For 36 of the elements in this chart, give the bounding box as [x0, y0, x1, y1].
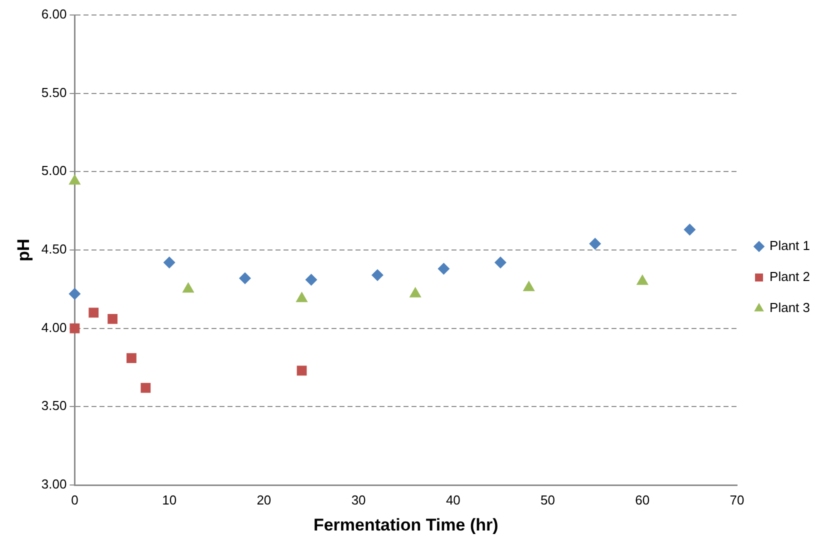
- point: [68, 288, 81, 300]
- x-tick-label: 50: [540, 492, 556, 508]
- point: [163, 256, 176, 269]
- y-tick-label: 3.00: [41, 476, 67, 492]
- x-tick-label: 20: [256, 492, 272, 508]
- y-tick-label: 6.00: [41, 6, 67, 22]
- point: [494, 256, 506, 269]
- point: [438, 262, 450, 275]
- point: [239, 272, 252, 284]
- x-tick-label: 40: [446, 492, 460, 508]
- x-tick-label: 60: [635, 492, 650, 508]
- y-tick-label: 4.50: [41, 242, 67, 257]
- point: [684, 224, 696, 236]
- point: [296, 366, 307, 376]
- legend-label: Plant 3: [770, 300, 810, 316]
- y-tick-label: 3.50: [41, 398, 67, 414]
- point: [140, 382, 151, 393]
- x-tick-label: 70: [730, 492, 744, 508]
- point: [371, 269, 384, 282]
- point: [68, 174, 81, 185]
- y-tick-label: 5.00: [41, 163, 67, 178]
- legend-label: Plant 2: [770, 269, 810, 284]
- x-axis-title: Fermentation Time (hr): [313, 515, 498, 534]
- point: [305, 274, 318, 286]
- x-tick-label: 0: [71, 492, 78, 508]
- point: [108, 314, 118, 324]
- point: [589, 238, 602, 250]
- legend-label: Plant 1: [770, 238, 810, 254]
- point: [70, 323, 80, 334]
- point: [88, 308, 99, 318]
- y-tick-label: 4.00: [41, 320, 67, 335]
- x-tick-label: 10: [162, 492, 177, 508]
- x-tick-label: 30: [351, 492, 366, 508]
- y-tick-label: 5.50: [41, 84, 67, 100]
- y-axis-title: pH: [14, 238, 33, 262]
- point: [126, 353, 136, 364]
